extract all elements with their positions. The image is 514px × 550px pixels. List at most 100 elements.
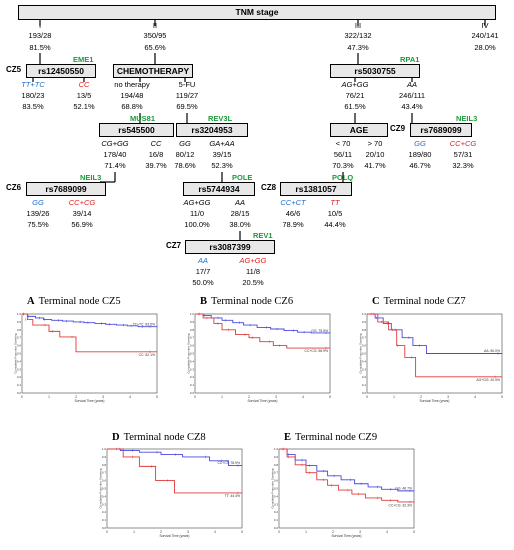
chemotherapy-node: CHEMOTHERAPY [113,64,193,78]
branch-label: CG+GG [101,139,129,148]
x-tick-label: 0 [21,395,23,399]
x-tick-label: 0 [278,530,280,534]
stage-label: III [354,21,362,30]
branch-counts: 180/23 [21,91,45,100]
x-axis-label: Survival Time (years) [332,534,362,538]
branch-counts: 178/40 [103,150,127,159]
branch-counts: 39/14 [72,209,92,218]
y-tick-label: 0.2 [102,510,107,514]
panel-title-text: Terminal node CZ8 [123,432,206,443]
x-tick-label: 3 [102,395,104,399]
y-tick-label: 0.9 [274,455,279,459]
branch-survival: 69.5% [176,102,198,111]
y-tick-label: 0.6 [190,344,195,348]
branch-label: AG+GG [239,256,267,265]
branch-survival: 44.4% [324,220,346,229]
stage-survival: 47.3% [347,43,369,52]
branch-counts: 11/8 [245,267,261,276]
branch-label: CC+CT [280,198,306,207]
branch-survival: 78.9% [282,220,304,229]
branch-survival: 68.8% [121,102,143,111]
y-tick-label: 0.5 [274,487,279,491]
stage-counts: 193/28 [28,31,52,40]
branch-label: no therapy [114,80,150,89]
y-tick-label: 0.5 [362,352,367,356]
y-tick-label: 1.0 [190,312,195,316]
x-tick-label: 1 [305,530,307,534]
y-tick-label: 0.0 [362,391,367,395]
y-tick-label: 1.0 [274,447,279,451]
root-node: TNM stage [18,5,496,20]
stage-counts: 350/95 [143,31,167,40]
y-tick-label: 0.0 [274,526,279,530]
branch-survival: 50.0% [192,278,214,287]
series-label: CC+CG: 32.3% [389,503,412,507]
gene-label: REV3L [208,114,233,123]
y-tick-label: 0.3 [102,502,107,506]
panel-letter: B [200,296,208,307]
y-axis-label: Cumulative Proportion Surviving [99,468,103,508]
x-tick-label: 1 [221,395,223,399]
gene-label: POLE [232,173,253,182]
stage-counts: 240/141 [471,31,499,40]
branch-counts: 16/8 [148,150,164,159]
stage-label: I [38,21,42,30]
panel-title-text: Terminal node CZ7 [383,296,466,307]
branch-survival: 41.7% [364,161,386,170]
y-tick-label: 0.4 [17,359,22,363]
x-tick-label: 2 [332,530,334,534]
gene-label: POLQ [332,173,354,182]
gene-label: EME1 [73,55,94,64]
branch-counts: 246/111 [399,91,425,100]
tree-connectors [32,20,486,240]
y-tick-label: 0.1 [274,518,279,522]
branch-survival: 61.5% [344,102,366,111]
rs7689099-cz9-node: rs7689099 [410,123,472,137]
panel-letter: D [112,432,120,443]
branch-counts: 11/0 [189,209,205,218]
branch-survival: 32.3% [452,161,474,170]
branch-label: CC [150,139,162,148]
branch-survival: 71.4% [104,161,126,170]
panel-title: B Terminal node CZ6 [200,296,293,307]
series-label: TT: 44.4% [225,494,240,498]
y-tick-label: 0.7 [190,336,195,340]
y-tick-label: 0.1 [362,383,367,387]
y-tick-label: 0.9 [190,320,195,324]
x-tick-label: 0 [194,395,196,399]
series-label: CC: 52.1% [139,353,155,357]
branch-label: GG [32,198,44,207]
y-axis-label: Cumulative Proportion Surviving [187,333,191,373]
x-tick-label: 1 [133,530,135,534]
y-tick-label: 0.6 [102,479,107,483]
survival-curve-unfavorable [367,313,502,378]
y-tick-label: 0.7 [102,471,107,475]
gene-label: MUS81 [130,114,156,123]
x-tick-label: 3 [447,395,449,399]
branch-survival: 46.7% [409,161,431,170]
x-tick-label: 0 [366,395,368,399]
branch-counts: 46/6 [285,209,301,218]
branch-label: AA [406,80,418,89]
x-tick-label: 4 [302,395,304,399]
x-tick-label: 2 [420,395,422,399]
branch-survival: 52.1% [73,102,95,111]
branch-counts: 194/48 [120,91,144,100]
branch-label: TT+TC [21,80,45,89]
terminal-node-label: CZ5 [6,65,22,74]
y-tick-label: 0.8 [190,328,195,332]
panel-title: E Terminal node CZ9 [284,432,377,443]
y-tick-label: 0.2 [17,375,22,379]
x-tick-label: 5 [501,395,503,399]
decision-tree: TNM stage I 193/28 81.5% II 350/95 65.6% III 322… [6,5,499,287]
branch-counts: 13/5 [76,91,92,100]
x-tick-label: 4 [214,530,216,534]
y-tick-label: 0.8 [102,463,107,467]
gene-label: NEIL3 [456,114,478,123]
x-tick-label: 5 [413,530,415,534]
y-tick-label: 0.7 [17,336,22,340]
terminal-node-label: CZ7 [166,241,182,250]
branch-label: AA [197,256,209,265]
rs7689099-cz6-node: rs7689099 [26,182,106,196]
age-node: AGE [330,123,388,137]
